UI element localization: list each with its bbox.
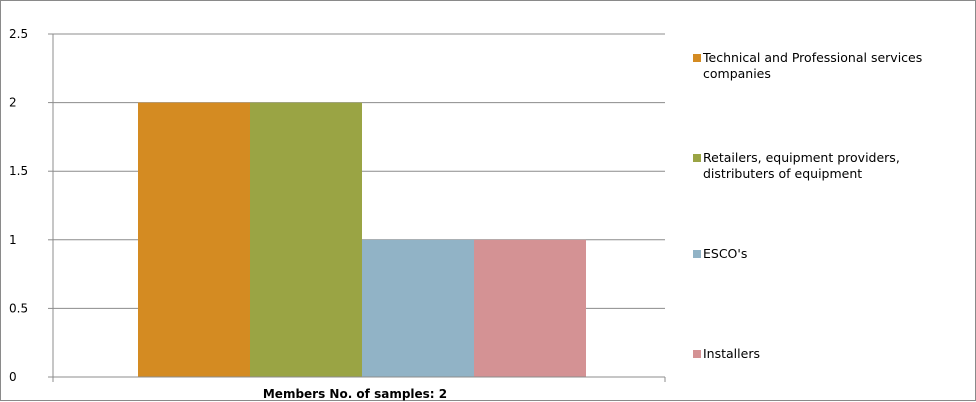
legend-swatch (693, 154, 701, 162)
legend-item: Technical and Professional services comp… (693, 50, 973, 82)
legend-label: Technical and Professional services comp… (703, 50, 923, 81)
legend-swatch (693, 54, 701, 62)
y-tick-label: 1.5 (9, 164, 28, 178)
legend-item: Installers (693, 346, 973, 362)
bar (362, 239, 474, 377)
legend-label: Installers (703, 346, 760, 361)
y-tick-label: 0.5 (9, 301, 28, 315)
legend-swatch (693, 350, 701, 358)
legend-item: ESCO's (693, 246, 973, 262)
y-tick-label: 2.5 (9, 27, 28, 41)
y-tick-label: 0 (9, 370, 17, 384)
legend-label: Retailers, equipment providers, distribu… (703, 150, 900, 181)
y-tick-label: 1 (9, 233, 17, 247)
y-tick-label: 2 (9, 96, 17, 110)
bar (474, 239, 586, 377)
legend-item: Retailers, equipment providers, distribu… (693, 150, 973, 182)
bar (250, 102, 362, 377)
bar (138, 102, 250, 377)
legend-label: ESCO's (703, 246, 748, 261)
legend-swatch (693, 250, 701, 258)
legend: Technical and Professional services comp… (693, 1, 973, 402)
x-category-label: Members No. of samples: 2 (263, 387, 447, 401)
